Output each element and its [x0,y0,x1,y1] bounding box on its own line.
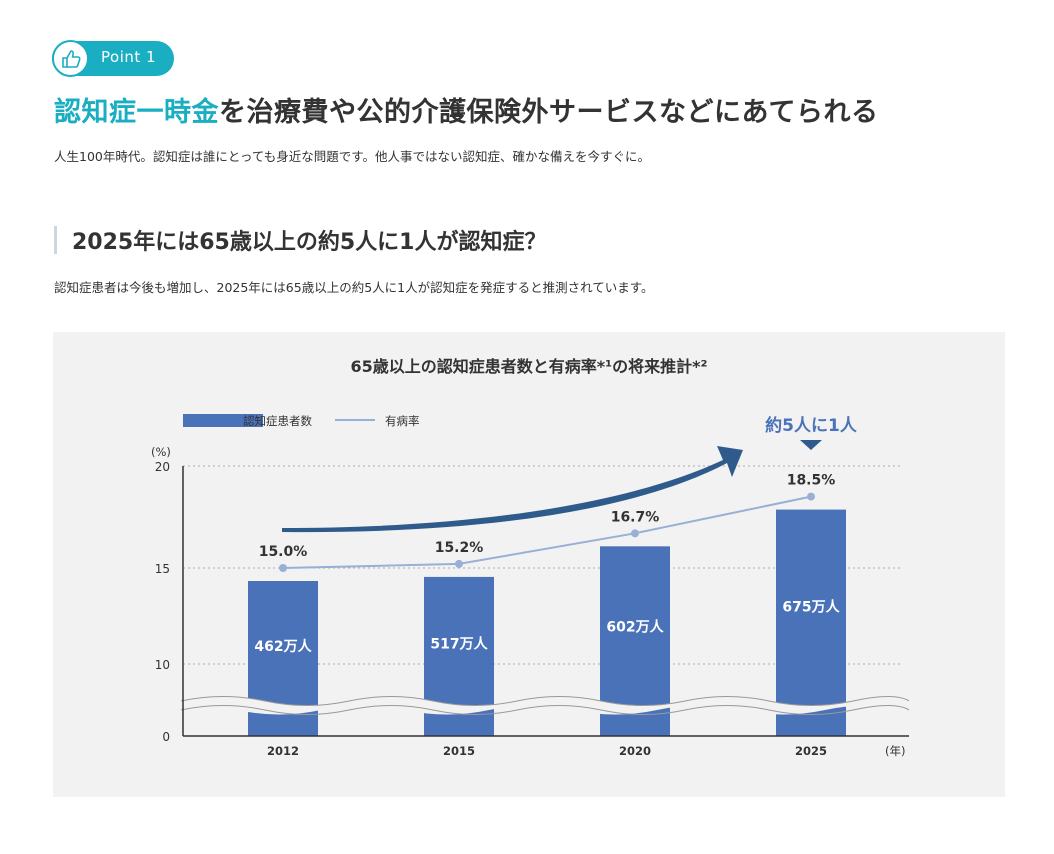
page-title: 認知症一時金を治療費や公的介護保険外サービスなどにあてられる [54,90,878,129]
lead-text: 人生100年時代。認知症は誰にとっても身近な問題です。他人事ではない認知症、確か… [54,149,650,164]
x-unit-label: (年) [885,744,905,758]
bar-value-label: 675万人 [782,598,840,615]
section-description: 認知症患者は今後も増加し、2025年には65歳以上の約5人に1人が認知症を発症す… [54,280,654,295]
axis-break-line-bottom [180,705,910,715]
axis-break-line-top [180,696,910,706]
point-label: Point 1 [101,48,157,66]
rate-point [455,559,463,568]
rate-point [279,564,287,572]
headline-rest: を治療費や公的介護保険外サービスなどにあてられる [219,97,879,128]
callout-pointer-icon [800,440,822,450]
bar-value-label: 462万人 [254,638,312,655]
rate-point [631,529,639,538]
rate-line [282,495,812,569]
section-title: 2025年には65歳以上の約5人に1人が認知症？ [72,230,547,255]
trend-arrow [282,446,743,533]
rate-value-label: 16.7% [611,509,660,525]
rate-value-label: 18.5% [787,473,836,489]
legend-bar-label: 認知症患者数 [243,414,312,428]
chart-panel: 65歳以上の認知症患者数と有病率*¹の将来推計*² 認知症患者数 有病率 (%)… [53,332,1005,797]
rate-value-label: 15.0% [259,544,308,560]
rate-point [807,492,815,501]
bar-2025 [776,509,846,736]
x-tick-label: 2025 [795,744,827,758]
bar-value-label: 517万人 [430,636,488,653]
thumbs-up-icon [52,40,89,77]
bar-value-label: 602万人 [606,619,664,636]
x-tick-label: 2012 [267,744,299,758]
x-tick-label: 2015 [443,744,475,758]
rate-value-label: 15.2% [435,540,484,556]
y-tick-label: 20 [155,460,170,474]
callout-text: 約5人に1人 [765,415,858,436]
legend-line-label: 有病率 [385,414,420,428]
chart-title: 65歳以上の認知症患者数と有病率*¹の将来推計*² [350,357,707,376]
section-divider [54,226,57,254]
y-tick-label: 10 [155,658,170,672]
legend-bar-swatch [183,414,263,427]
headline-accent: 認知症一時金 [54,97,219,128]
chart-svg: 65歳以上の認知症患者数と有病率*¹の将来推計*² 認知症患者数 有病率 (%)… [151,357,910,758]
y-tick-label: 15 [155,562,170,576]
y-unit-label: (%) [151,445,171,459]
x-tick-label: 2020 [619,744,651,758]
y-tick-label: 0 [162,730,170,744]
